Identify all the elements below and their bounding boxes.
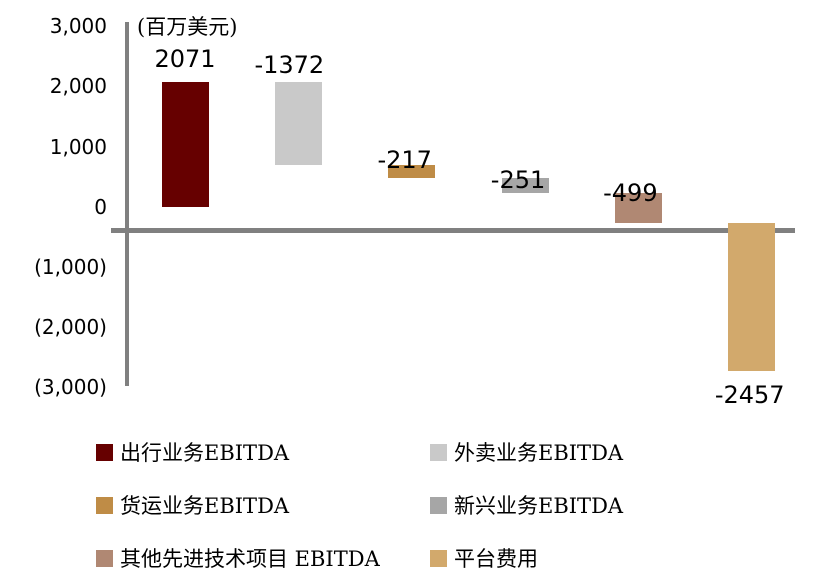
legend-swatch-3 — [430, 497, 447, 514]
legend-label-1: 外卖业务EBITDA — [454, 441, 624, 465]
legend-label-5: 平台费用 — [454, 547, 538, 571]
legend-swatch-5 — [430, 550, 447, 567]
x-axis-line — [111, 228, 795, 233]
legend-label-2: 货运业务EBITDA — [120, 494, 290, 518]
waterfall-bar-3 — [501, 177, 549, 193]
waterfall-bar-2 — [388, 164, 436, 178]
y-tick-label-6: (3,000) — [34, 375, 107, 400]
legend-swatch-4 — [96, 550, 113, 567]
y-tick-label-1: 2,000 — [49, 74, 107, 99]
legend-label-0: 出行业务EBITDA — [120, 441, 290, 465]
legend-swatch-2 — [96, 497, 113, 514]
bar-value-label-3: -251 — [490, 165, 546, 194]
waterfall-bar-0 — [161, 82, 209, 207]
axis-unit-label: (百万美元) — [137, 15, 238, 39]
bar-value-label-4: -499 — [603, 178, 658, 207]
y-tick-label-5: (2,000) — [34, 315, 107, 340]
waterfall-bar-5 — [728, 222, 776, 371]
bar-value-label-5: -2457 — [714, 380, 785, 409]
y-tick-label-2: 1,000 — [49, 134, 107, 159]
bar-value-label-0: 2071 — [154, 45, 216, 74]
legend-label-4: 其他先进技术项目 EBITDA — [120, 547, 380, 571]
legend-label-3: 新兴业务EBITDA — [454, 494, 624, 518]
waterfall-bar-4 — [614, 192, 662, 223]
waterfall-bar-1 — [274, 82, 322, 165]
y-tick-label-0: 3,000 — [49, 14, 107, 39]
legend-swatch-1 — [430, 444, 447, 461]
bar-value-label-2: -217 — [377, 145, 432, 174]
y-tick-label-4: (1,000) — [34, 254, 107, 279]
y-tick-label-3: 0 — [94, 194, 107, 219]
y-axis-line — [125, 22, 129, 386]
bar-value-label-1: -1372 — [254, 51, 325, 80]
legend-swatch-0 — [96, 444, 113, 461]
